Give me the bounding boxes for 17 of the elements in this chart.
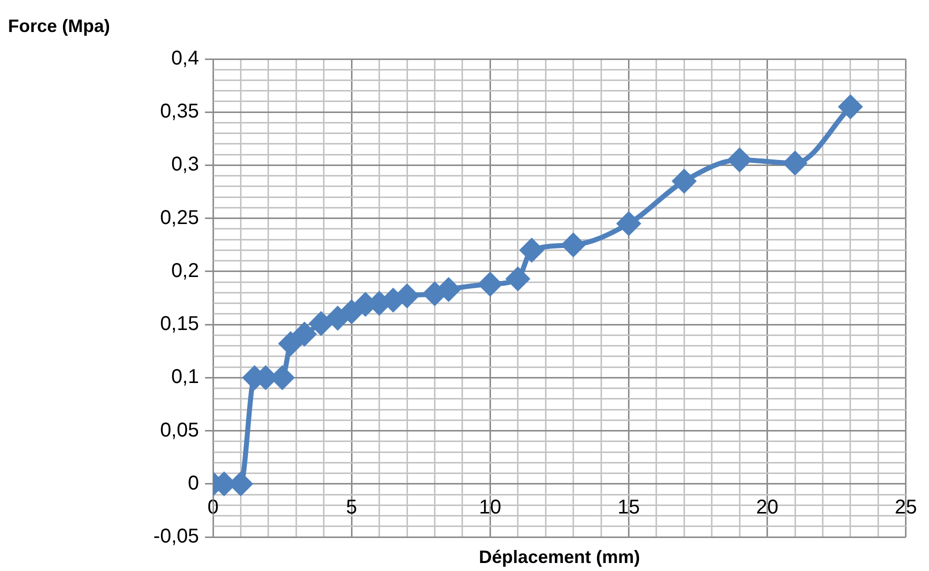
x-tick-label: 25 (894, 496, 917, 518)
x-axis-title: Déplacement (mm) (478, 546, 640, 567)
y-tick-label: 0 (188, 472, 199, 494)
y-tick-label: 0,1 (171, 366, 199, 388)
y-tick-label: 0,4 (171, 48, 199, 70)
y-tick-label: 0,35 (160, 100, 199, 123)
y-tick-label: 0,15 (160, 313, 199, 336)
y-tick-label: 0,05 (160, 419, 199, 442)
y-axis-title: Force (Mpa) (8, 16, 110, 36)
x-tick-label: 10 (479, 496, 502, 518)
y-tick-label: 0,3 (171, 154, 199, 176)
x-tick-label: 20 (756, 496, 778, 518)
x-tick-label: 5 (346, 496, 358, 518)
y-tick-label: 0,25 (160, 206, 199, 229)
y-tick-label: 0,2 (171, 260, 199, 282)
y-tick-label: -0,05 (153, 526, 199, 548)
x-tick-label: 15 (618, 496, 640, 518)
